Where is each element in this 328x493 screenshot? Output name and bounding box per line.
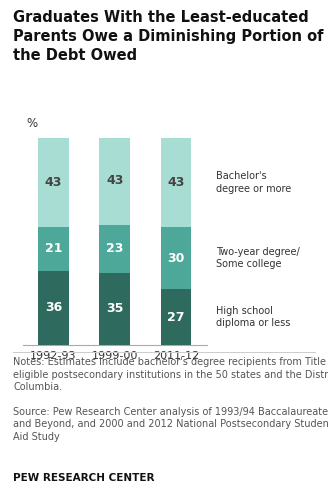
- Text: High school
diploma or less: High school diploma or less: [216, 306, 291, 328]
- Bar: [99, 136, 130, 225]
- Text: Bachelor's
degree or more: Bachelor's degree or more: [216, 172, 292, 194]
- Text: 35: 35: [106, 302, 123, 316]
- Text: 21: 21: [45, 243, 62, 255]
- Bar: [38, 227, 69, 271]
- Text: Source: Pew Research Center analysis of 1993/94 Baccalaureate
and Beyond, and 20: Source: Pew Research Center analysis of …: [13, 407, 328, 442]
- Text: 23: 23: [106, 243, 123, 255]
- Text: 36: 36: [45, 301, 62, 315]
- Text: Notes: Estimates include bachelor's degree recipients from Title IV
eligible pos: Notes: Estimates include bachelor's degr…: [13, 357, 328, 392]
- Bar: [99, 225, 130, 273]
- Text: %: %: [26, 117, 37, 130]
- Text: Two-year degree/
Some college: Two-year degree/ Some college: [216, 247, 300, 269]
- Text: PEW RESEARCH CENTER: PEW RESEARCH CENTER: [13, 473, 154, 483]
- Text: 27: 27: [167, 311, 185, 323]
- Bar: [99, 273, 130, 345]
- Bar: [38, 138, 69, 227]
- Text: 43: 43: [106, 174, 123, 187]
- Bar: [161, 289, 191, 345]
- Text: Graduates With the Least-educated
Parents Owe a Diminishing Portion of
the Debt : Graduates With the Least-educated Parent…: [13, 10, 324, 63]
- Bar: [161, 227, 191, 289]
- Text: 30: 30: [167, 251, 185, 265]
- Bar: [38, 271, 69, 345]
- Text: 43: 43: [45, 176, 62, 189]
- Text: 43: 43: [167, 176, 185, 189]
- Bar: [161, 138, 191, 227]
